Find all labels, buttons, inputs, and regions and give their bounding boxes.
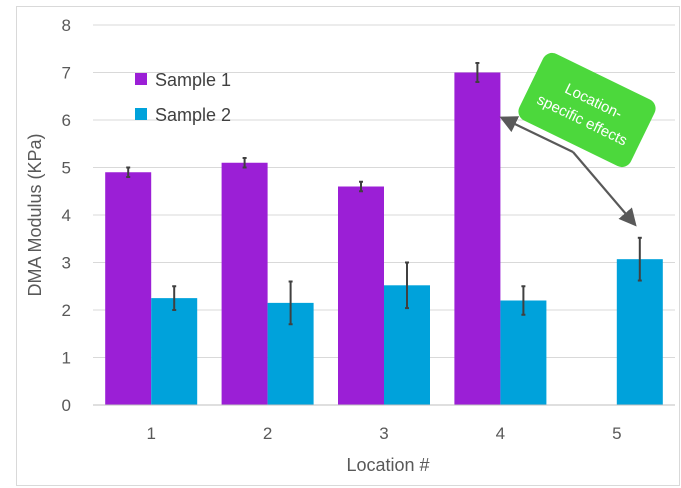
x-axis-ticks: 1 2 3 4 5	[146, 424, 621, 443]
y-tick-label: 4	[62, 206, 71, 225]
callout-box	[518, 52, 656, 168]
y-tick-label: 5	[62, 159, 71, 178]
bar-sample-1-location-1	[105, 172, 152, 405]
x-axis-label: Location #	[346, 455, 429, 475]
x-tick-label: 5	[612, 424, 621, 443]
x-tick-label: 1	[146, 424, 155, 443]
bar-sample-2-location-4	[500, 300, 547, 405]
y-tick-label: 8	[62, 16, 71, 35]
y-axis-ticks: 0 1 2 3 4 5 6 7 8	[62, 16, 71, 415]
callout-arrow-location-5	[572, 151, 637, 227]
y-tick-label: 1	[62, 349, 71, 368]
callout-arrow-location-4	[499, 116, 574, 153]
y-tick-label: 6	[62, 111, 71, 130]
bars	[105, 62, 663, 405]
bar-sample-2-location-1	[151, 298, 198, 405]
x-tick-label: 3	[379, 424, 388, 443]
legend-swatch-sample-1	[135, 73, 147, 85]
bar-sample-2-location-5	[616, 259, 663, 405]
callout-annotation: Location- specific effects	[499, 52, 656, 227]
y-tick-label: 0	[62, 396, 71, 415]
bar-sample-1-location-4	[454, 72, 501, 405]
legend-swatch-sample-2	[135, 108, 147, 120]
legend-label-sample-2: Sample 2	[155, 105, 231, 125]
x-tick-label: 2	[263, 424, 272, 443]
y-tick-label: 7	[62, 64, 71, 83]
bar-sample-1-location-2	[221, 162, 268, 405]
legend: Sample 1 Sample 2	[135, 70, 231, 125]
x-tick-label: 4	[496, 424, 505, 443]
bar-chart: 0 1 2 3 4 5 6 7 8 1 2 3 4 5 DMA Modulus (KPa) Locati…	[25, 16, 675, 475]
y-tick-label: 2	[62, 301, 71, 320]
y-axis-label: DMA Modulus (KPa)	[25, 133, 45, 296]
bar-sample-1-location-3	[338, 186, 384, 405]
y-tick-label: 3	[62, 254, 71, 273]
legend-label-sample-1: Sample 1	[155, 70, 231, 90]
chart-area: 0 1 2 3 4 5 6 7 8 1 2 3 4 5 DMA Modulus (KPa) Locati…	[16, 6, 680, 486]
